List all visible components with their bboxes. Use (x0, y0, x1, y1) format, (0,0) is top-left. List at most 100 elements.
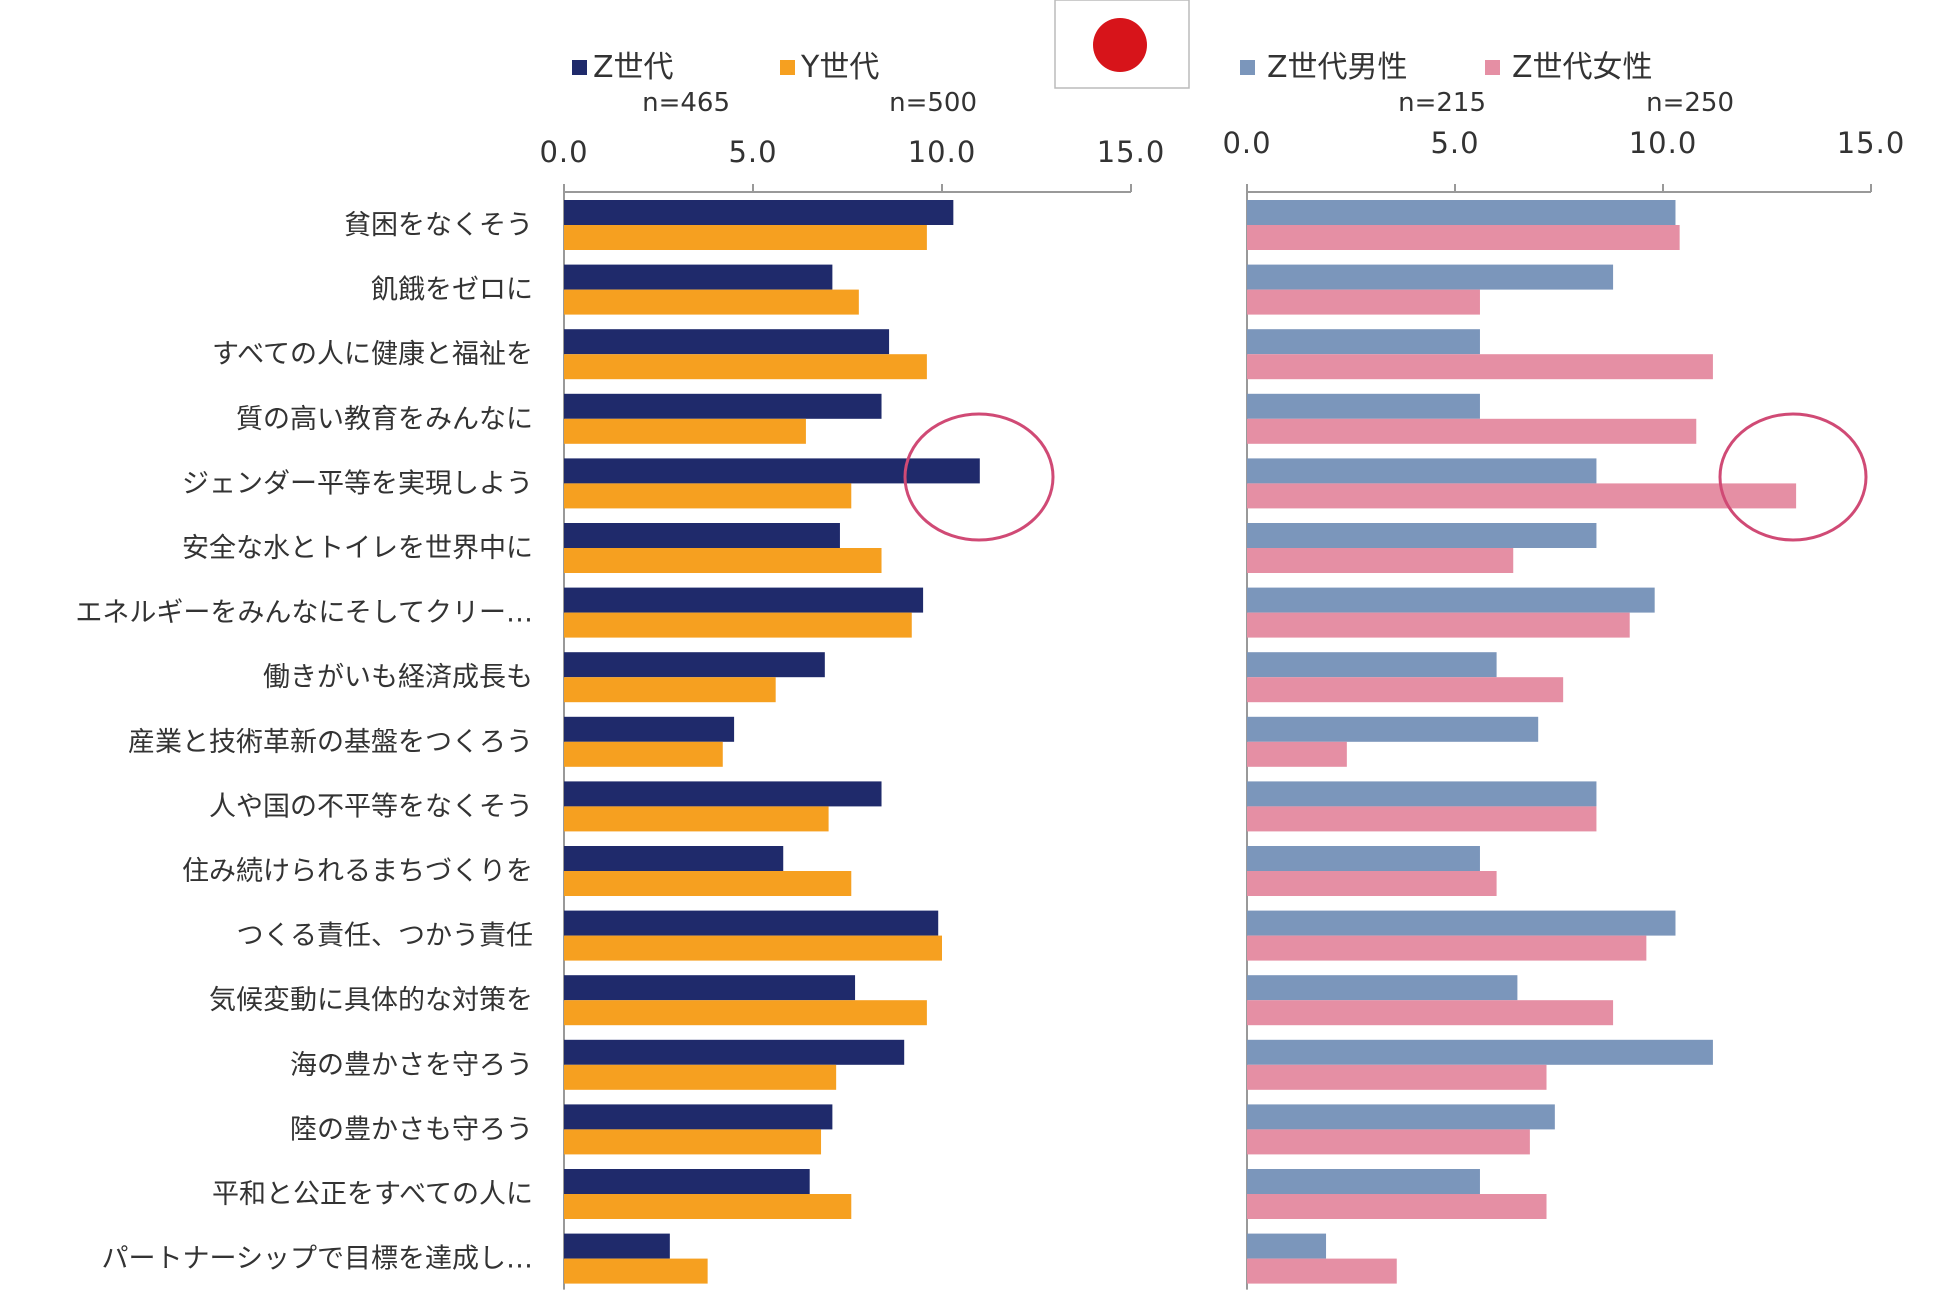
bar (564, 871, 852, 896)
category-label: 海の豊かさを守ろう (290, 1050, 533, 1081)
bar (564, 225, 927, 250)
bar (1247, 1064, 1547, 1090)
bar (1247, 264, 1614, 290)
bar (1247, 1129, 1530, 1155)
bar (1247, 1039, 1713, 1065)
bar (1247, 716, 1539, 742)
bar (564, 975, 856, 1001)
legend-n-label: n=250 (1646, 88, 1734, 118)
legend-label: Y世代 (800, 50, 879, 85)
bar (1247, 458, 1597, 484)
legend-n-label: n=215 (1398, 88, 1486, 118)
category-label: 質の高い教育をみんなに (236, 404, 533, 435)
category-label: ジェンダー平等を実現しよう (182, 468, 533, 499)
bar (564, 781, 882, 807)
bar (564, 910, 939, 936)
category-label: 気候変動に具体的な対策を (209, 985, 533, 1016)
x-tick-label: 5.0 (1430, 126, 1479, 160)
bar (564, 1194, 852, 1219)
bar (1247, 225, 1680, 250)
category-labels: 貧困をなくそう飢餓をゼロにすべての人に健康と福祉を質の高い教育をみんなにジェンダ… (75, 210, 533, 1275)
bar (1247, 393, 1480, 419)
bar (1247, 354, 1713, 380)
bar (564, 652, 825, 678)
bar (1247, 1194, 1547, 1219)
legend-n-label: n=500 (889, 88, 977, 118)
bar (1247, 483, 1797, 509)
bar (564, 1000, 927, 1026)
category-label: 働きがいも経済成長も (263, 662, 533, 693)
bar (1247, 1169, 1480, 1194)
bar (564, 1064, 837, 1090)
bar (1247, 418, 1697, 444)
legend-n-label: n=465 (642, 88, 730, 118)
bar (1247, 806, 1597, 832)
bar (1247, 523, 1597, 548)
bar (564, 354, 927, 380)
bar (564, 1169, 810, 1194)
bar (564, 418, 806, 444)
legend-swatch (1240, 60, 1255, 75)
bar (564, 716, 735, 742)
legend-swatch (1485, 60, 1500, 75)
legend-label: Z世代 (593, 50, 674, 85)
bar (1247, 1000, 1614, 1026)
bar (564, 1104, 833, 1130)
category-label: すべての人に健康と福祉を (212, 339, 533, 370)
x-tick-label: 10.0 (908, 135, 977, 169)
bar (564, 329, 890, 355)
bar (1247, 677, 1564, 703)
x-tick-label: 0.0 (539, 135, 588, 169)
legend-label: Z世代男性 (1267, 50, 1408, 85)
category-label: 飢餓をゼロに (371, 275, 533, 306)
highlight-circle (903, 412, 1055, 542)
bar (564, 289, 859, 315)
bar (564, 1129, 822, 1155)
bar (1247, 975, 1518, 1001)
x-tick-label: 5.0 (728, 135, 777, 169)
bar (564, 846, 784, 871)
legend-swatch (780, 60, 795, 75)
legend-label: Z世代女性 (1512, 50, 1653, 85)
category-label: 住み続けられるまちづくりを (182, 856, 533, 887)
category-label: 平和と公正をすべての人に (212, 1179, 533, 1210)
bar (564, 587, 924, 613)
bar (564, 1039, 905, 1065)
category-label: 人や国の不平等をなくそう (209, 791, 533, 822)
bar (564, 264, 833, 290)
bar (1247, 329, 1480, 355)
bar (564, 935, 942, 961)
bar (1247, 200, 1676, 225)
bar (564, 483, 852, 509)
bar (1247, 1258, 1397, 1284)
bar (1247, 910, 1676, 936)
bar (564, 548, 882, 573)
bar (1247, 871, 1497, 896)
category-label: 安全な水とトイレを世界中に (182, 533, 533, 564)
bar (564, 1233, 670, 1259)
x-tick-label: 15.0 (1097, 135, 1166, 169)
bar (1247, 1233, 1327, 1259)
category-label: 貧困をなくそう (344, 210, 533, 241)
bar (564, 200, 954, 225)
bar (1247, 741, 1347, 767)
x-tick-label: 0.0 (1222, 126, 1271, 160)
bar (564, 677, 776, 703)
bar (1247, 289, 1480, 315)
bar (564, 806, 829, 832)
category-label: つくる責任、つかう責任 (237, 921, 533, 952)
x-tick-label: 10.0 (1629, 126, 1698, 160)
bar (564, 741, 723, 767)
bar (1247, 935, 1647, 961)
bar (1247, 587, 1655, 613)
category-label: パートナーシップで目標を達成し… (102, 1244, 533, 1275)
bar (1247, 1104, 1555, 1130)
bar (1247, 846, 1480, 871)
category-label: エネルギーをみんなにそしてクリー… (75, 598, 533, 629)
bar (564, 393, 882, 419)
bar (564, 1258, 708, 1284)
bar (1247, 652, 1497, 678)
